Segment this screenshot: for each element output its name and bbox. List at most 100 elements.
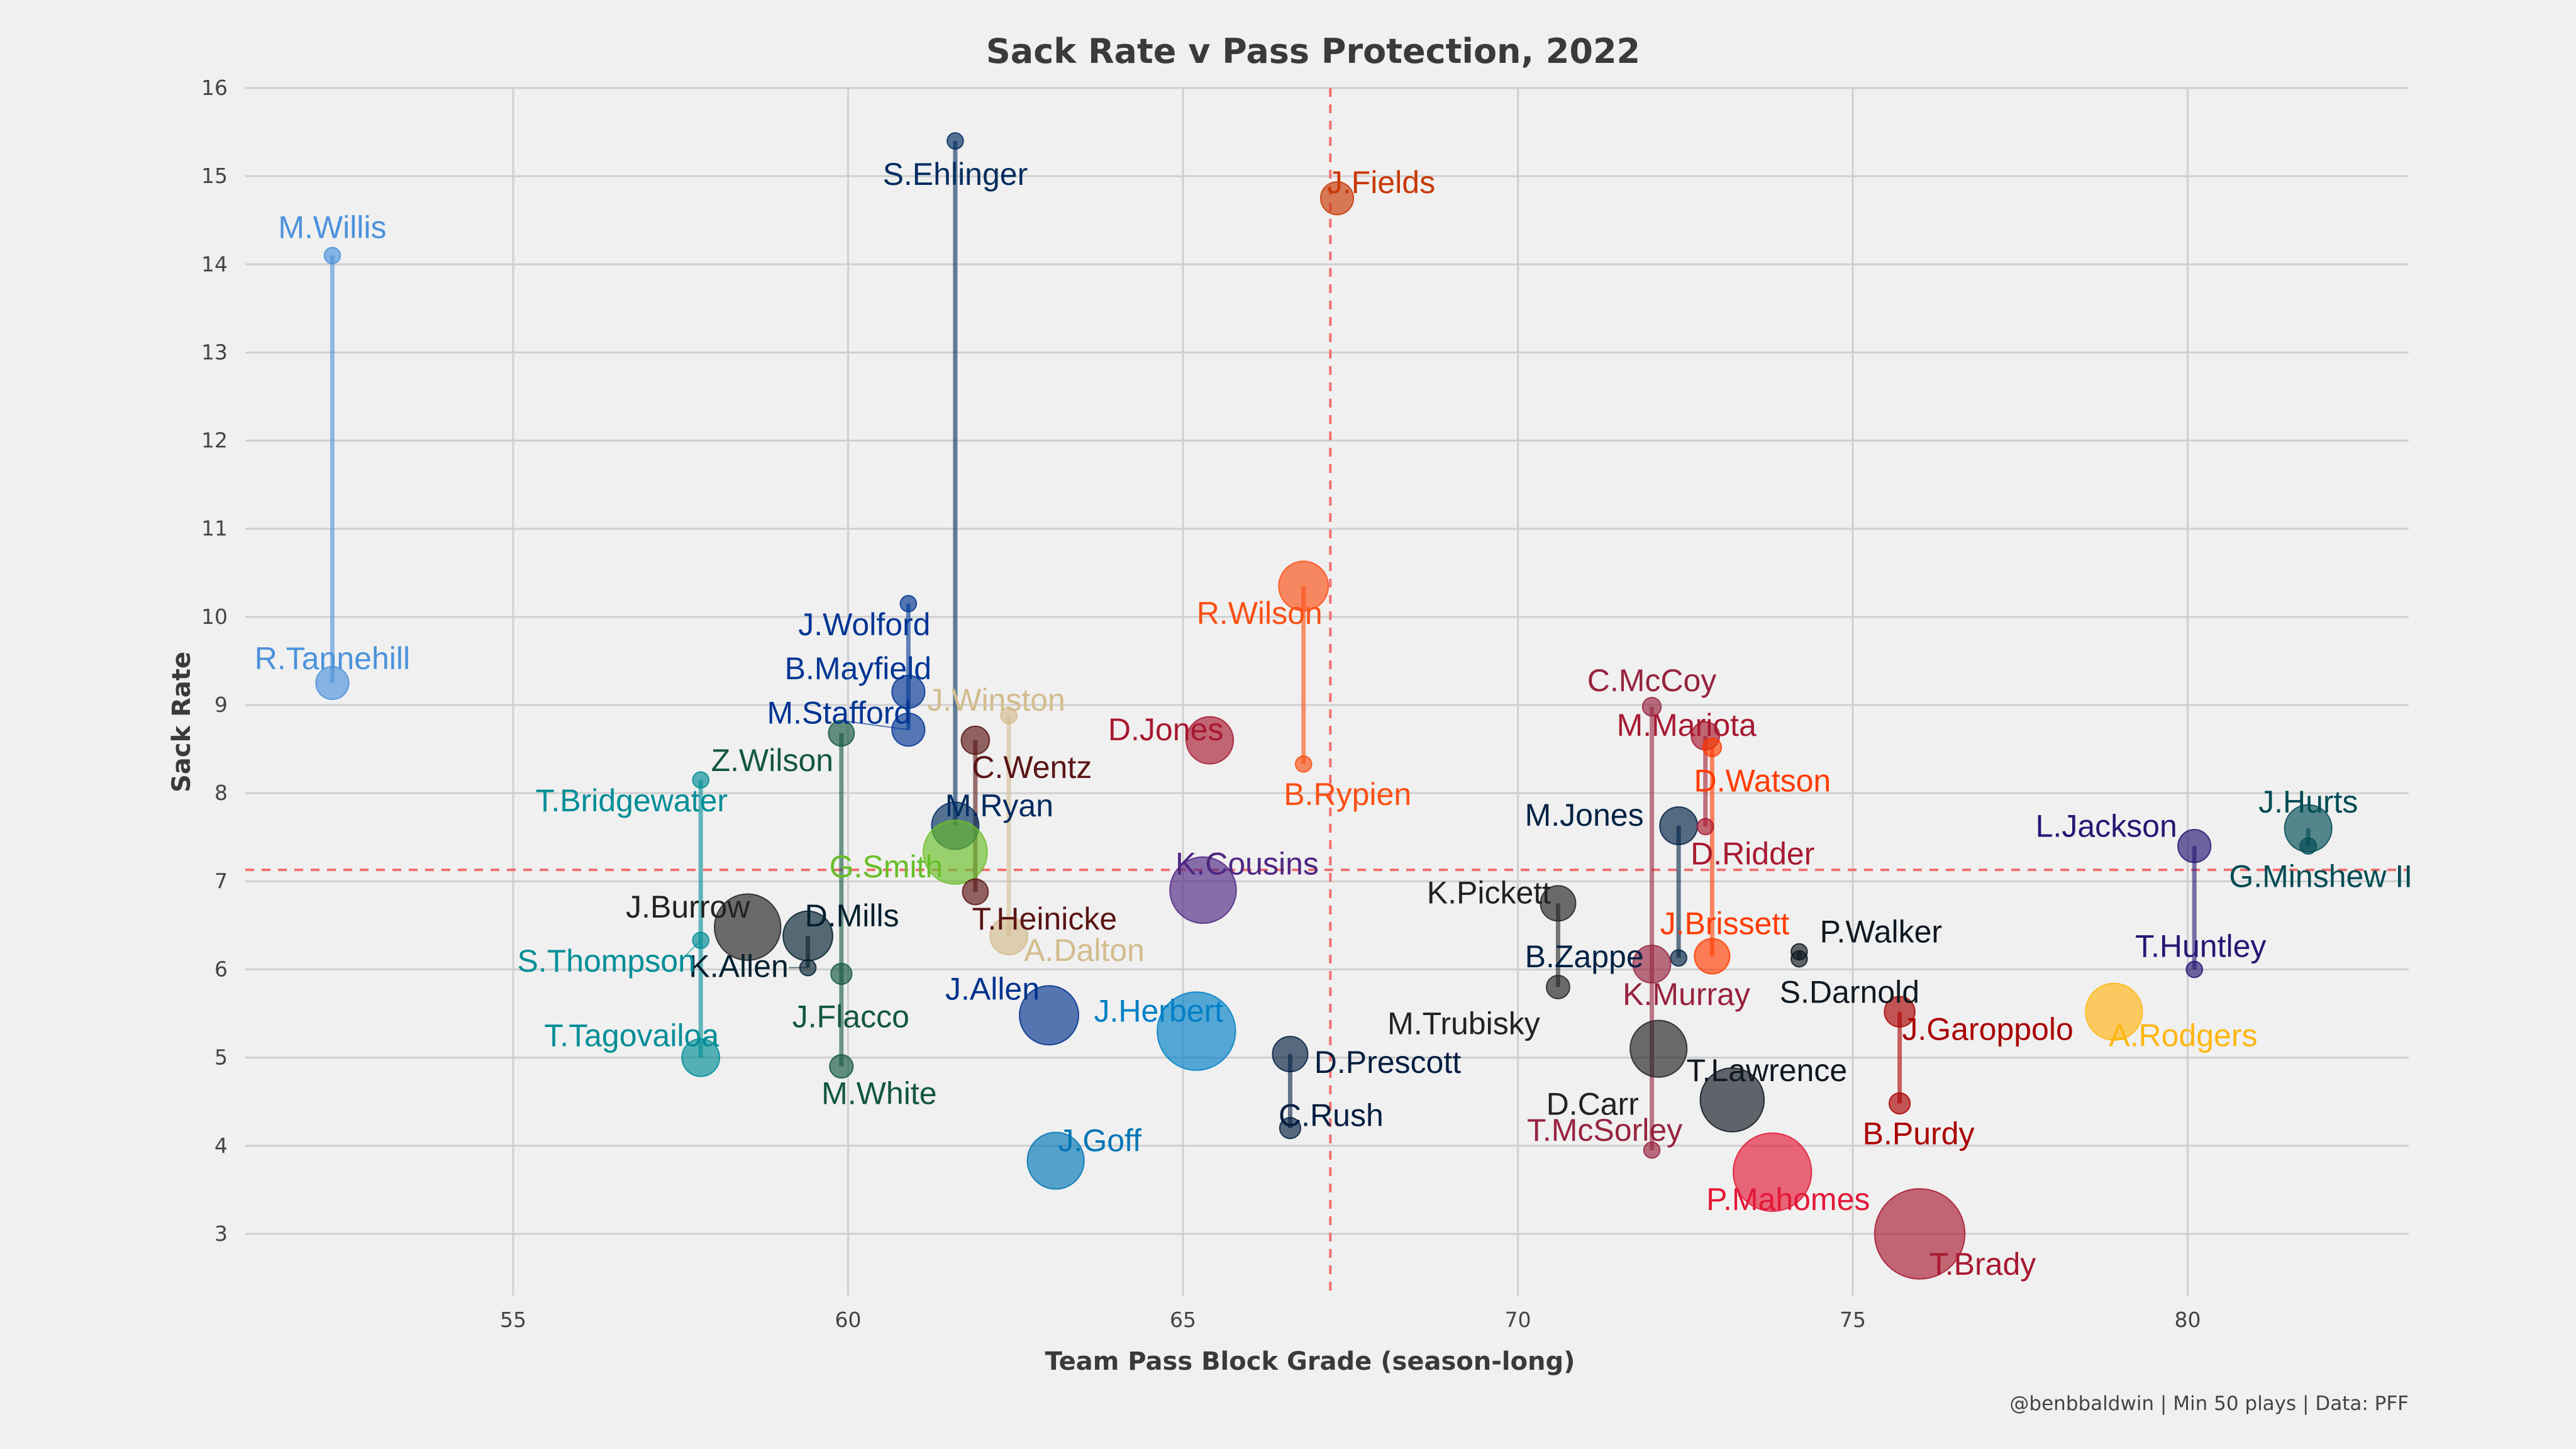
axis-ticks: 55 60 65 70 75 80 3 4 5 6 7 8 9 10 11 12 13 14 15 16 [201,75,2201,1332]
point-label: J.Herbert [1094,994,1224,1029]
point-label: J.Goff [1058,1123,1141,1158]
point-label: T.McSorley [1527,1113,1682,1148]
point-label: A.Dalton [1024,933,1145,968]
point-label: C.Rush [1279,1098,1384,1133]
data-point [323,247,341,265]
data-point [1319,181,1355,216]
point-label: D.Carr [1546,1087,1639,1122]
point-label: B.Zappe [1525,939,1644,974]
point-label: B.Rypien [1284,777,1411,812]
data-point [1272,1036,1309,1072]
point-label: L.Jackson [2036,808,2177,843]
data-point [1641,697,1662,717]
data-point [1670,949,1687,967]
data-point [1278,560,1330,612]
data-point [1294,755,1313,773]
data-point [2177,829,2212,863]
point-label: A.Rodgers [2109,1018,2257,1053]
point-label: T.Lawrence [1686,1053,1847,1088]
data-point [1279,1117,1302,1140]
data-point [1185,716,1235,765]
point-label: G.Minshew II [2229,858,2412,894]
y-tick-label: 9 [214,692,228,717]
y-tick-label: 8 [214,780,228,805]
point-label: C.McCoy [1587,663,1717,698]
reference-lines [245,88,2409,1296]
point-label: S.Darnold [1780,975,1919,1010]
y-tick-label: 5 [214,1045,228,1070]
point-label: M.Stafford [767,695,911,730]
data-point [899,595,918,613]
data-point [1629,1019,1688,1078]
credit-text: @benbbaldwin | Min 50 plays | Data: PFF [2009,1392,2409,1415]
data-point [1874,1188,1966,1280]
data-point [1632,945,1672,984]
y-tick-label: 14 [201,252,228,276]
point-label: G.Smith [830,849,943,884]
x-tick-label: 75 [1840,1307,1866,1332]
data-point [960,725,991,755]
point-label: S.Thompson [517,943,695,979]
point-label: K.Pickett [1427,875,1551,910]
point-label: M.Willis [278,209,386,245]
data-point [891,674,926,709]
data-point [1157,991,1236,1071]
data-point [1169,856,1237,924]
data-point [891,713,926,747]
data-point [1790,950,1808,968]
y-tick-label: 4 [214,1133,228,1158]
point-labels: M.Willis R.Tannehill S.Ehlinger J.Fields R.W… [255,157,2412,1282]
point-label: R.Tannehill [255,641,410,676]
data-point [1540,885,1577,922]
y-tick-label: 12 [201,428,228,453]
point-label: T.Brady [1929,1246,2036,1282]
data-point [828,719,855,747]
chart-title: Sack Rate v Pass Protection, 2022 [986,31,1640,71]
data-point [1733,1132,1813,1212]
point-label: S.Ehlinger [883,157,1028,192]
y-tick-label: 15 [201,164,228,188]
data-point [692,771,710,789]
point-label: B.Mayfield [785,651,931,686]
point-label: K.Murray [1623,977,1750,1012]
point-label: M.White [821,1076,936,1111]
point-label: P.Mahomes [1706,1182,1870,1217]
data-point [692,931,710,950]
data-point [962,878,989,906]
point-label: C.Wentz [972,750,1092,785]
point-label: T.Heinicke [972,901,1118,936]
point-label: K.Cousins [1175,846,1319,881]
data-point [799,958,817,977]
y-tick-label: 7 [214,869,228,893]
point-label: Z.Wilson [711,743,833,778]
grid [245,87,2409,1296]
x-axis-label: Team Pass Block Grade (season-long) [1045,1347,1575,1376]
data-point [1702,737,1723,757]
data-point [923,819,988,885]
point-label: M.Jones [1525,797,1644,833]
point-label: D.Prescott [1314,1045,1462,1080]
point-label: J.Brissett [1660,906,1790,941]
data-point [2185,960,2203,979]
data-point [829,1054,854,1079]
point-label: M.Mariota [1617,708,1757,743]
y-axis-label: Sack Rate [167,652,196,792]
x-tick-label: 70 [1505,1307,1531,1332]
data-point [1643,1141,1661,1159]
point-label: M.Ryan [945,788,1053,823]
data-point [1699,1067,1765,1133]
point-label: D.Ridder [1690,836,1814,871]
data-point [681,1038,721,1077]
point-label: J.Burrow [626,889,750,924]
data-points [315,132,2333,1280]
data-point [714,893,782,961]
x-tick-label: 60 [835,1307,862,1332]
point-label: P.Walker [1820,914,1943,949]
y-tick-label: 6 [214,957,228,981]
point-label: B.Purdy [1863,1116,1975,1151]
data-point [989,916,1029,956]
data-point [2085,982,2143,1041]
data-point [1884,996,1916,1028]
